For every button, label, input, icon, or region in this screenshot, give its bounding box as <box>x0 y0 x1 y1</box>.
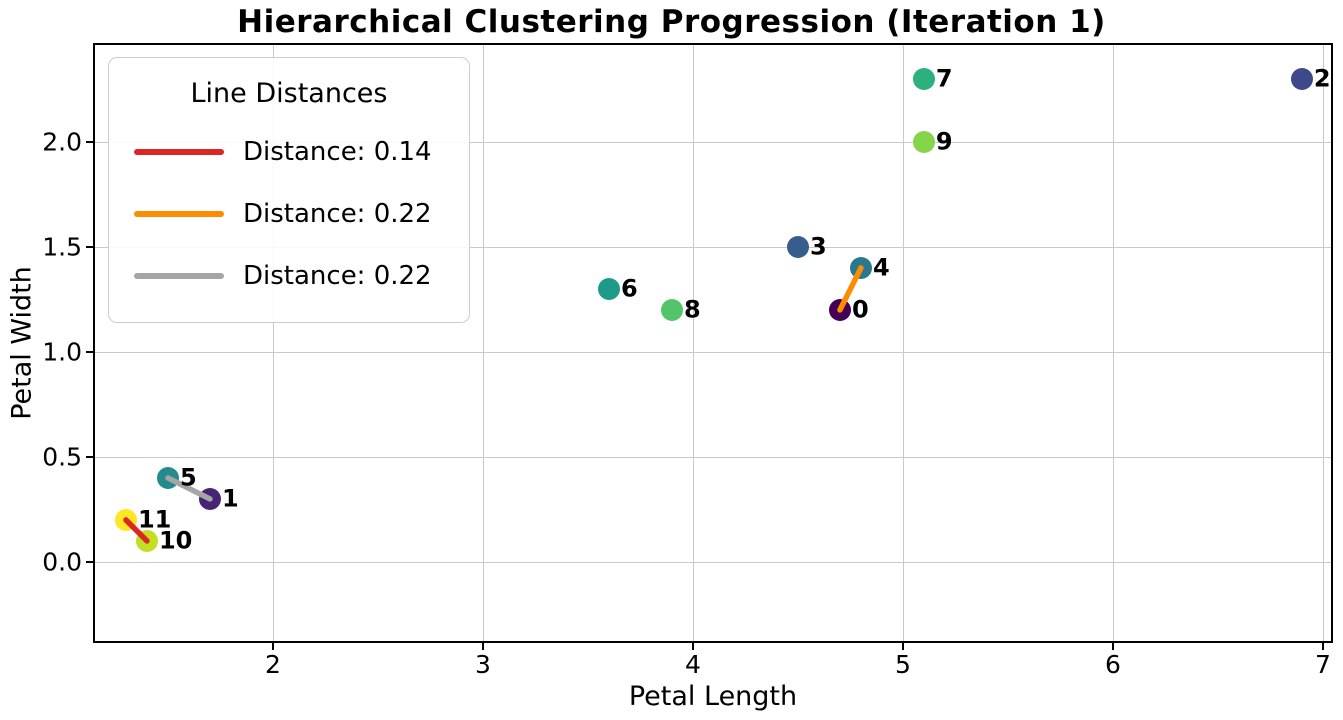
legend-line-swatch-2 <box>134 273 224 279</box>
data-point-label-7: 7 <box>935 64 953 93</box>
y-tick-label-1.0: 1.0 <box>42 337 82 367</box>
data-point-label-1: 1 <box>221 484 239 513</box>
grid-line-y-2.0 <box>95 141 1331 144</box>
data-point-label-4: 4 <box>872 253 890 282</box>
data-point-9 <box>912 130 935 153</box>
x-tick-7 <box>1321 643 1324 650</box>
x-tick-5 <box>901 643 904 650</box>
legend-item-0: Distance: 0.14 <box>109 121 469 183</box>
y-tick-1.0 <box>86 350 93 353</box>
y-tick-label-0.5: 0.5 <box>42 442 82 472</box>
data-point-8 <box>660 298 683 321</box>
data-point-1 <box>198 487 221 510</box>
y-tick-1.5 <box>86 245 93 248</box>
data-point-label-5: 5 <box>179 463 197 492</box>
data-point-label-10: 10 <box>158 526 193 555</box>
x-tick-label-4: 4 <box>684 650 701 679</box>
legend-line-swatch-1 <box>134 211 224 217</box>
data-point-3 <box>786 235 809 258</box>
legend-item-label-2: Distance: 0.22 <box>243 261 432 291</box>
data-point-5 <box>156 466 179 489</box>
legend-line-swatch-0 <box>134 149 224 155</box>
x-tick-2 <box>271 643 274 650</box>
chart-title: Hierarchical Clustering Progression (Ite… <box>237 4 1106 40</box>
x-tick-3 <box>481 643 484 650</box>
legend-item-2: Distance: 0.22 <box>109 245 469 307</box>
data-point-label-9: 9 <box>935 127 953 156</box>
x-tick-6 <box>1111 643 1114 650</box>
x-tick-label-7: 7 <box>1314 650 1331 679</box>
data-point-label-2: 2 <box>1313 64 1331 93</box>
legend-item-label-1: Distance: 0.22 <box>243 199 432 229</box>
x-tick-label-2: 2 <box>265 650 281 679</box>
data-point-label-0: 0 <box>851 295 869 324</box>
grid-line-x-7 <box>1322 45 1325 641</box>
data-point-7 <box>912 67 935 90</box>
grid-line-x-3 <box>482 45 485 641</box>
x-axis-label: Petal Length <box>628 681 798 712</box>
y-tick-0.5 <box>86 455 93 458</box>
data-point-label-3: 3 <box>809 232 827 261</box>
data-point-4 <box>849 256 872 279</box>
legend: Line Distances Distance: 0.14 Distance: 0… <box>108 57 470 323</box>
grid-line-x-6 <box>1112 45 1115 641</box>
y-tick-2.0 <box>86 140 93 143</box>
y-tick-label-1.5: 1.5 <box>42 232 82 262</box>
x-tick-4 <box>691 643 694 650</box>
grid-line-y-0.0 <box>95 561 1331 564</box>
grid-line-y-1.5 <box>95 246 1331 249</box>
data-point-6 <box>597 277 620 300</box>
x-tick-label-3: 3 <box>475 650 491 679</box>
grid-line-y-0.5 <box>95 456 1331 459</box>
legend-items: Distance: 0.14 Distance: 0.22 Distance: 0.… <box>109 121 469 307</box>
data-point-label-8: 8 <box>683 295 701 324</box>
x-tick-label-5: 5 <box>894 650 911 679</box>
grid-line-x-4 <box>692 45 695 641</box>
data-point-0 <box>828 298 851 321</box>
data-point-2 <box>1290 67 1313 90</box>
legend-title: Line Distances <box>190 78 388 109</box>
legend-item-1: Distance: 0.22 <box>109 183 469 245</box>
legend-item-label-0: Distance: 0.14 <box>243 137 432 167</box>
grid-line-x-5 <box>902 45 905 641</box>
y-tick-0.0 <box>86 560 93 563</box>
data-point-label-11: 11 <box>137 505 172 534</box>
x-tick-label-6: 6 <box>1104 650 1121 679</box>
grid-line-y-1.0 <box>95 351 1331 354</box>
y-tick-label-0.0: 0.0 <box>42 547 82 577</box>
data-point-label-6: 6 <box>620 274 638 303</box>
y-tick-label-2.0: 2.0 <box>42 127 82 157</box>
grid-line-x-2 <box>272 45 275 641</box>
data-point-11 <box>114 508 137 531</box>
